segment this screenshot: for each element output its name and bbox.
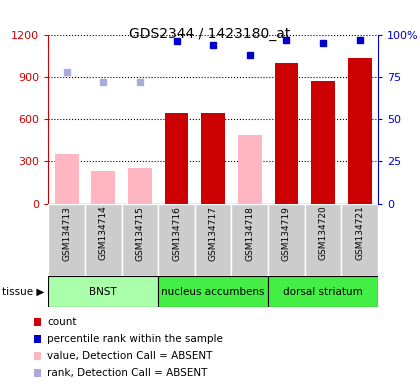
- Text: GSM134721: GSM134721: [355, 206, 364, 260]
- Text: GDS2344 / 1423180_at: GDS2344 / 1423180_at: [129, 27, 291, 41]
- Bar: [158, 204, 195, 276]
- Text: GSM134717: GSM134717: [209, 206, 218, 261]
- Text: GSM134716: GSM134716: [172, 206, 181, 261]
- Text: dorsal striatum: dorsal striatum: [283, 287, 363, 297]
- Bar: [348, 58, 372, 204]
- Bar: [268, 204, 305, 276]
- Text: rank, Detection Call = ABSENT: rank, Detection Call = ABSENT: [47, 368, 208, 378]
- Text: GSM134720: GSM134720: [318, 206, 328, 260]
- Text: GSM134713: GSM134713: [62, 206, 71, 261]
- Bar: [268, 276, 378, 307]
- Bar: [55, 154, 79, 204]
- Bar: [201, 113, 225, 204]
- Bar: [341, 204, 378, 276]
- Text: GSM134719: GSM134719: [282, 206, 291, 261]
- Text: BNST: BNST: [89, 287, 117, 297]
- Bar: [238, 134, 262, 204]
- Text: tissue ▶: tissue ▶: [2, 287, 45, 297]
- Bar: [85, 204, 121, 276]
- Text: GSM134718: GSM134718: [245, 206, 254, 261]
- Bar: [121, 204, 158, 276]
- Bar: [91, 171, 115, 204]
- Text: value, Detection Call = ABSENT: value, Detection Call = ABSENT: [47, 351, 213, 361]
- Bar: [305, 204, 341, 276]
- Text: count: count: [47, 317, 77, 327]
- Text: percentile rank within the sample: percentile rank within the sample: [47, 334, 223, 344]
- Bar: [275, 63, 298, 204]
- Text: nucleus accumbens: nucleus accumbens: [161, 287, 265, 297]
- Bar: [231, 204, 268, 276]
- Bar: [165, 113, 189, 204]
- Text: GSM134715: GSM134715: [135, 206, 144, 261]
- Bar: [48, 204, 85, 276]
- Bar: [195, 204, 231, 276]
- Bar: [48, 276, 158, 307]
- Bar: [158, 276, 268, 307]
- Bar: [311, 81, 335, 204]
- Bar: [128, 168, 152, 204]
- Text: GSM134714: GSM134714: [99, 206, 108, 260]
